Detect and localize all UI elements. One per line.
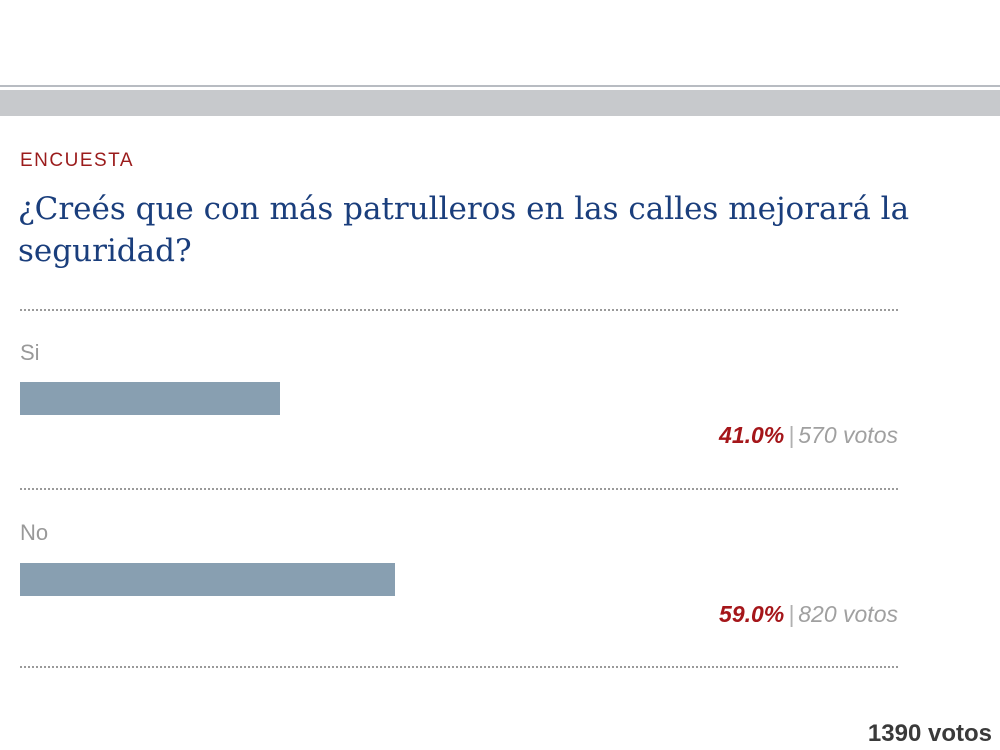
divider — [20, 309, 898, 311]
poll-total-votes: 1390 votos — [867, 720, 992, 747]
option-percent-si: 41.0% — [719, 422, 785, 448]
divider — [20, 666, 898, 668]
option-votes-si: 570 votos — [798, 422, 898, 448]
option-label-si: Si — [20, 340, 40, 365]
poll-question: ¿Creés que con más patrulleros en las ca… — [18, 191, 910, 269]
option-result-no: 59.0% | 820 votos — [719, 601, 898, 628]
option-votes-no: 820 votos — [798, 601, 898, 627]
poll-kicker: ENCUESTA — [20, 150, 135, 171]
option-label-no: No — [20, 520, 49, 545]
option-result-si: 41.0% | 570 votos — [719, 422, 898, 449]
option-bar-si — [20, 382, 655, 415]
header-band — [0, 90, 1000, 116]
result-separator: | — [788, 422, 795, 448]
option-bar-no — [20, 563, 655, 596]
divider — [20, 488, 898, 490]
option-bar-fill-si — [20, 382, 281, 415]
option-bar-fill-no — [20, 563, 395, 596]
option-percent-no: 59.0% — [719, 601, 785, 627]
header-divider — [0, 85, 1000, 87]
result-separator: | — [788, 601, 795, 627]
